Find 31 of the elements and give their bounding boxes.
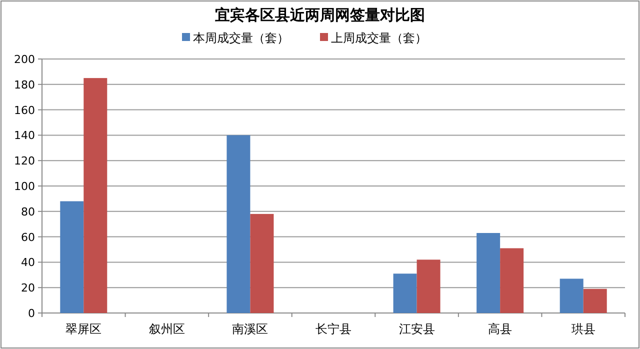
- y-tick-label: 60: [21, 230, 35, 244]
- y-tick-label: 160: [14, 104, 35, 117]
- y-tick-label: 200: [14, 53, 35, 66]
- x-tick-label: 珙县: [571, 322, 596, 336]
- bar: [60, 201, 84, 313]
- chart-title: 宜宾各区县近两周网签量对比图: [215, 6, 425, 24]
- y-tick-label: 20: [21, 282, 35, 295]
- y-tick-label: 120: [14, 154, 35, 168]
- x-tick-label: 翠屏区: [66, 322, 102, 336]
- x-tick-label: 南溪区: [232, 322, 268, 336]
- y-tick-label: 100: [14, 180, 35, 193]
- y-tick-label: 80: [21, 205, 35, 218]
- bar: [416, 260, 440, 313]
- bar: [226, 135, 250, 313]
- x-tick-label: 叙州区: [148, 322, 185, 336]
- x-tick-label: 长宁县: [316, 322, 352, 336]
- y-tick-label: 0: [28, 307, 35, 320]
- x-tick-label: 江安县: [398, 322, 435, 336]
- bar: [476, 232, 500, 313]
- bar: [250, 214, 274, 313]
- y-tick-label: 140: [14, 129, 35, 142]
- bar: [500, 248, 524, 313]
- y-tick-label: 40: [21, 256, 35, 270]
- bar: [393, 274, 417, 313]
- legend-label: 上周成交量（套）: [331, 31, 427, 45]
- bar: [560, 278, 584, 313]
- legend-label: 本周成交量（套）: [193, 31, 289, 45]
- bar: [84, 78, 108, 313]
- bar: [583, 288, 607, 313]
- x-tick-label: 高县: [488, 322, 512, 336]
- y-tick-label: 180: [14, 78, 35, 92]
